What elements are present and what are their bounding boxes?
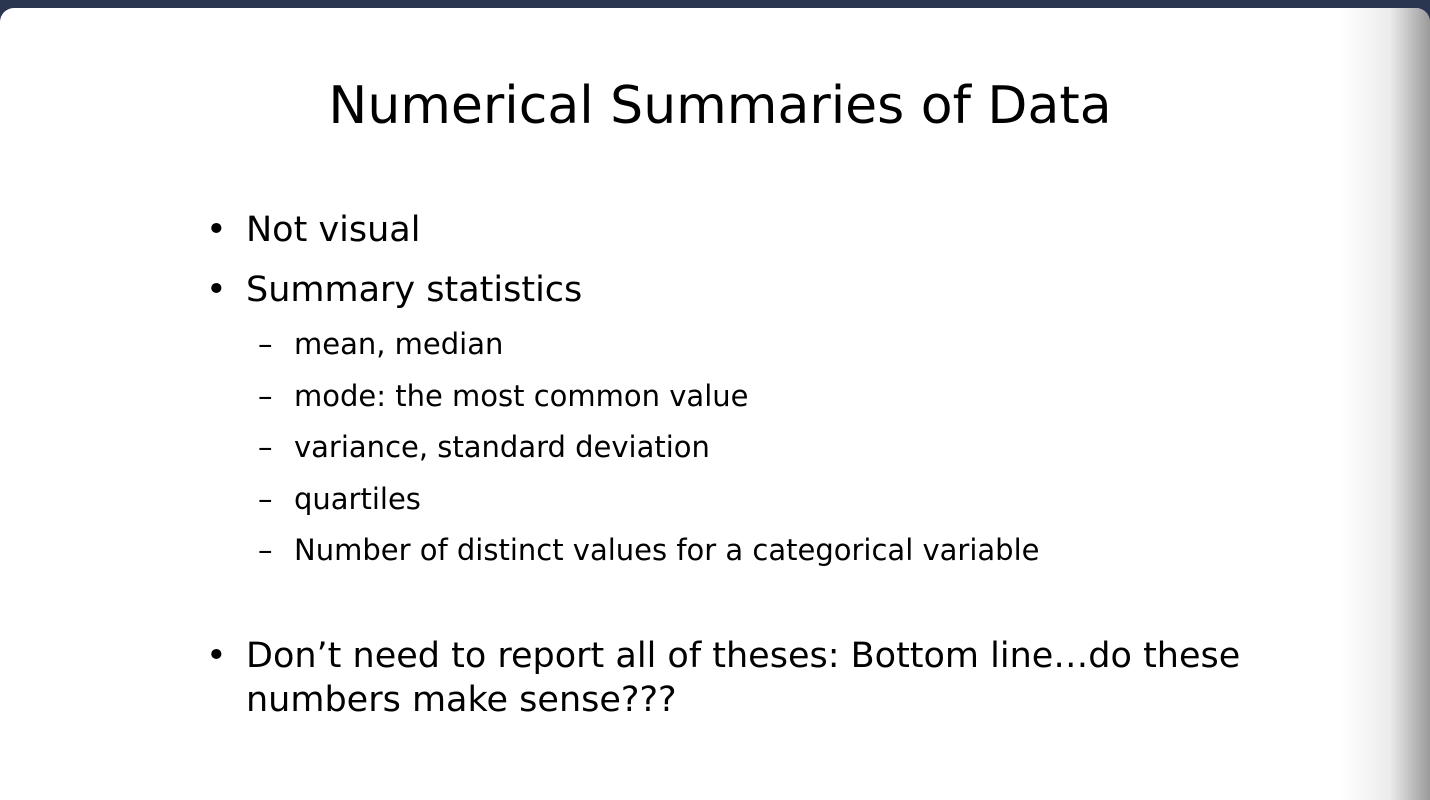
sub-bullet-text: Number of distinct values for a categori… [294,533,1040,567]
slide-title: Numerical Summaries of Data [328,76,1112,136]
bullet-text: Not visual [246,210,421,250]
sub-bullet-text: variance, standard deviation [294,430,710,464]
bullet-marker: • [206,636,227,676]
sub-bullet-item: – mode: the most common value [258,378,1158,414]
sub-bullet-text: quartiles [294,482,421,516]
sub-bullet-marker: – [258,533,273,567]
sub-bullet-marker: – [258,430,273,464]
slide: Numerical Summaries of Data • Not visual… [0,8,1430,800]
sub-bullet-item: – quartiles [258,481,1158,517]
sub-bullet-item: – variance, standard deviation [258,429,1158,465]
sub-bullet-item: – Number of distinct values for a catego… [258,532,1258,568]
bullet-text: Summary statistics [246,270,583,310]
sub-bullet-marker: – [258,379,273,413]
bullet-text: Don’t need to report all of theses: Bott… [246,636,1241,720]
bullet-item: • Summary statistics [206,268,806,312]
sub-bullet-text: mean, median [294,327,504,361]
bullet-marker: • [206,210,227,250]
bullet-marker: • [206,270,227,310]
bullet-item: • Not visual [206,208,806,252]
sub-bullet-marker: – [258,482,273,516]
sub-bullet-marker: – [258,327,273,361]
bullet-item: • Don’t need to report all of theses: Bo… [206,634,1326,724]
sub-bullet-item: – mean, median [258,326,1158,362]
sub-bullet-text: mode: the most common value [294,379,749,413]
